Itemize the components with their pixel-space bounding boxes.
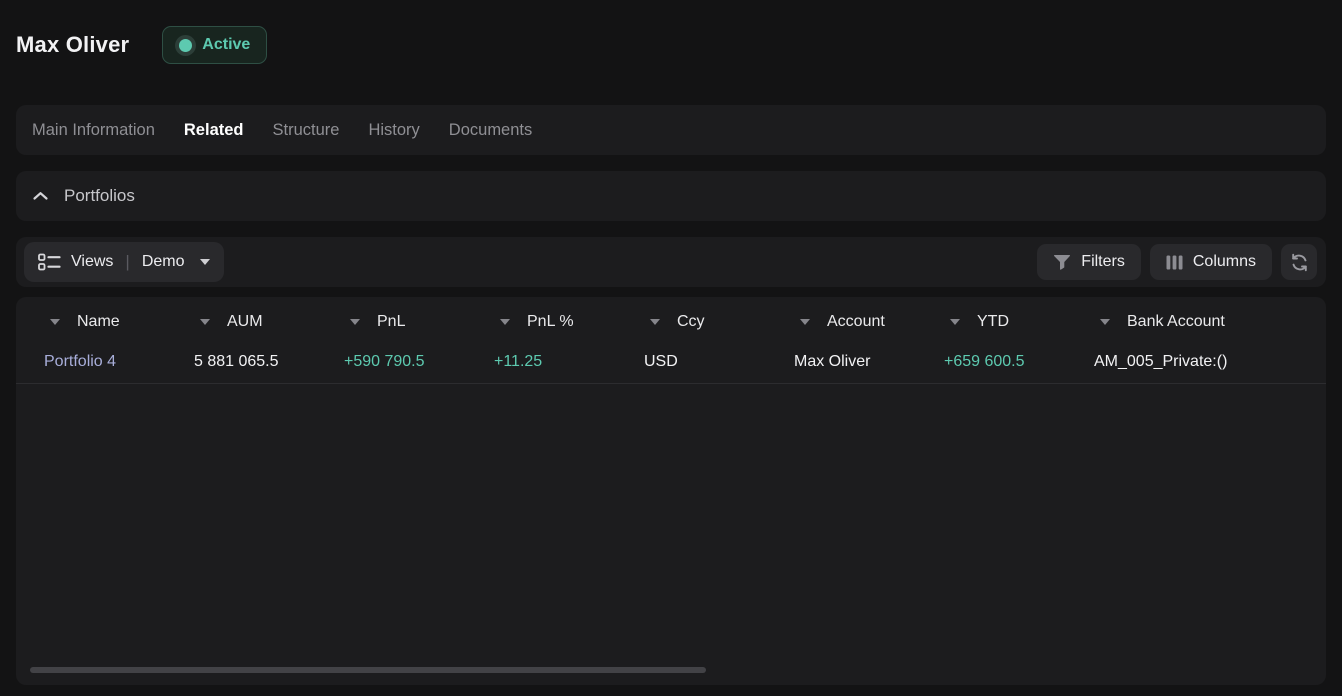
section-title: Portfolios bbox=[64, 186, 135, 205]
tab-structure[interactable]: Structure bbox=[272, 120, 340, 139]
cell-ccy: USD bbox=[644, 352, 678, 370]
column-header-name[interactable]: Name bbox=[44, 304, 194, 340]
toolbar-right-group: Filters Columns bbox=[1037, 244, 1317, 280]
cell-account: Max Oliver bbox=[794, 352, 871, 370]
tab-main-information[interactable]: Main Information bbox=[32, 120, 155, 139]
cell-name[interactable]: Portfolio 4 bbox=[44, 352, 117, 370]
column-header-aum[interactable]: AUM bbox=[194, 304, 344, 340]
status-badge: Active bbox=[162, 26, 268, 64]
column-header-account[interactable]: Account bbox=[794, 304, 944, 340]
column-header-label: YTD bbox=[977, 313, 1009, 330]
caret-down-icon bbox=[199, 259, 210, 265]
tab-history[interactable]: History bbox=[368, 120, 420, 139]
columns-button[interactable]: Columns bbox=[1149, 244, 1272, 280]
filters-label: Filters bbox=[1081, 253, 1125, 270]
entity-header: Max Oliver Active bbox=[16, 0, 1326, 105]
column-header-label: Bank Account bbox=[1127, 313, 1225, 330]
column-menu-caret-icon[interactable] bbox=[950, 319, 960, 325]
column-header-ytd[interactable]: YTD bbox=[944, 304, 1094, 340]
table-header-row: Name AUM PnL PnL % Ccy Account bbox=[16, 304, 1326, 340]
filter-funnel-icon bbox=[1053, 254, 1071, 270]
column-header-ccy[interactable]: Ccy bbox=[644, 304, 794, 340]
portfolios-section-header[interactable]: Portfolios bbox=[16, 171, 1326, 221]
column-menu-caret-icon[interactable] bbox=[500, 319, 510, 325]
column-header-pnl[interactable]: PnL bbox=[344, 304, 494, 340]
filters-button[interactable]: Filters bbox=[1037, 244, 1141, 280]
column-menu-caret-icon[interactable] bbox=[200, 319, 210, 325]
tab-documents[interactable]: Documents bbox=[448, 120, 533, 139]
cell-ytd: +659 600.5 bbox=[944, 352, 1025, 370]
column-menu-caret-icon[interactable] bbox=[350, 319, 360, 325]
tab-bar: Main Information Related Structure Histo… bbox=[16, 105, 1326, 155]
views-list-icon bbox=[38, 253, 61, 271]
views-separator: | bbox=[125, 252, 130, 271]
tab-related[interactable]: Related bbox=[183, 120, 244, 139]
column-header-label: AUM bbox=[227, 313, 263, 330]
column-header-label: PnL bbox=[377, 313, 406, 330]
column-menu-caret-icon[interactable] bbox=[650, 319, 660, 325]
column-menu-caret-icon[interactable] bbox=[1100, 319, 1110, 325]
columns-label: Columns bbox=[1192, 253, 1256, 270]
horizontal-scrollbar[interactable] bbox=[30, 667, 706, 673]
table-toolbar: Views | Demo Filters Colu bbox=[16, 237, 1326, 287]
chevron-up-icon[interactable] bbox=[32, 191, 49, 201]
views-label: Views bbox=[71, 253, 114, 270]
column-header-bank-account[interactable]: Bank Account bbox=[1094, 304, 1244, 340]
views-current-value: Demo bbox=[141, 253, 185, 270]
column-menu-caret-icon[interactable] bbox=[50, 319, 60, 325]
column-header-label: Ccy bbox=[677, 313, 705, 330]
table-row[interactable]: Portfolio 4 5 881 065.5 +590 790.5 +11.2… bbox=[16, 340, 1326, 384]
columns-icon bbox=[1166, 255, 1183, 270]
column-header-label: PnL % bbox=[527, 313, 574, 330]
column-header-label: Name bbox=[77, 313, 120, 330]
refresh-button[interactable] bbox=[1281, 244, 1317, 280]
status-label: Active bbox=[202, 36, 251, 53]
cell-pnl: +590 790.5 bbox=[344, 352, 425, 370]
status-dot-icon bbox=[179, 38, 193, 52]
views-selector-button[interactable]: Views | Demo bbox=[24, 242, 224, 282]
column-header-pnl-pct[interactable]: PnL % bbox=[494, 304, 644, 340]
cell-aum: 5 881 065.5 bbox=[194, 352, 279, 370]
cell-pnl-pct: +11.25 bbox=[494, 352, 543, 370]
column-menu-caret-icon[interactable] bbox=[800, 319, 810, 325]
page-title: Max Oliver bbox=[16, 32, 130, 57]
cell-bank-account: AM_005_Private:() bbox=[1094, 352, 1228, 370]
refresh-icon bbox=[1289, 252, 1310, 273]
portfolios-table: Name AUM PnL PnL % Ccy Account bbox=[16, 297, 1326, 685]
column-header-label: Account bbox=[827, 313, 885, 330]
